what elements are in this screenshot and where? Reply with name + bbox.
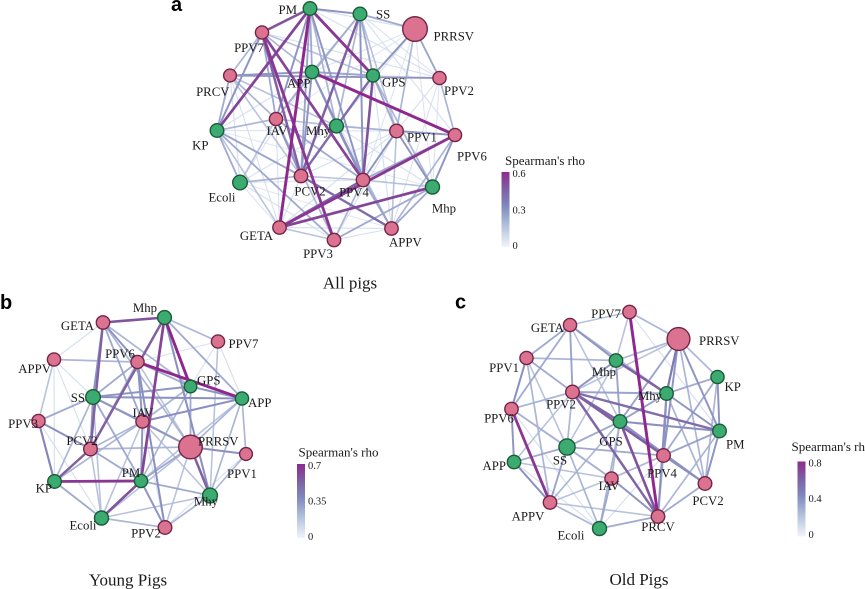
svg-text:GETA: GETA <box>531 321 565 335</box>
svg-text:Old Pigs: Old Pigs <box>609 570 668 589</box>
svg-text:PRRSV: PRRSV <box>198 435 239 449</box>
svg-text:PPV7: PPV7 <box>591 307 621 321</box>
svg-text:PM: PM <box>122 466 141 480</box>
svg-text:PPV4: PPV4 <box>339 186 369 200</box>
svg-text:Ecoli: Ecoli <box>557 529 584 543</box>
svg-text:IAV: IAV <box>598 479 620 493</box>
svg-text:PPV3: PPV3 <box>303 247 333 261</box>
svg-text:PRCV: PRCV <box>196 85 230 99</box>
svg-text:KP: KP <box>36 482 52 496</box>
svg-text:APP: APP <box>287 77 310 91</box>
svg-text:SS: SS <box>376 8 390 22</box>
svg-text:PPV6: PPV6 <box>457 150 487 164</box>
svg-text:PPV1: PPV1 <box>227 467 257 481</box>
svg-text:PPV2: PPV2 <box>546 398 576 412</box>
svg-text:KP: KP <box>192 139 208 153</box>
svg-text:Mhp: Mhp <box>432 202 456 216</box>
svg-text:0.35: 0.35 <box>308 497 326 508</box>
svg-text:SS: SS <box>71 391 85 405</box>
svg-text:PPV2: PPV2 <box>444 84 474 98</box>
svg-text:0: 0 <box>513 241 518 252</box>
svg-text:PRCV: PRCV <box>641 520 675 534</box>
svg-text:PPV1: PPV1 <box>489 361 519 375</box>
svg-text:PPV6: PPV6 <box>105 347 135 361</box>
svg-text:Mhy: Mhy <box>638 389 663 403</box>
svg-text:0.8: 0.8 <box>809 459 822 470</box>
svg-text:PRRSV: PRRSV <box>699 334 740 348</box>
svg-text:0: 0 <box>809 530 814 541</box>
svg-text:GPS: GPS <box>197 374 220 388</box>
svg-text:PPV7: PPV7 <box>234 41 264 55</box>
svg-text:SS: SS <box>553 454 567 468</box>
svg-text:APPV: APPV <box>18 362 51 376</box>
svg-text:0.3: 0.3 <box>513 206 526 217</box>
svg-text:PCV2: PCV2 <box>66 434 97 448</box>
svg-text:APPV: APPV <box>512 510 545 524</box>
svg-text:0.4: 0.4 <box>809 494 823 505</box>
svg-text:Mhy: Mhy <box>306 124 331 138</box>
svg-text:Ecoli: Ecoli <box>208 191 235 205</box>
svg-text:PCV2: PCV2 <box>294 185 325 199</box>
svg-text:GETA: GETA <box>61 319 95 333</box>
svg-text:GETA: GETA <box>240 229 274 243</box>
svg-text:c: c <box>455 292 466 314</box>
svg-text:KP: KP <box>725 380 741 394</box>
svg-text:All pigs: All pigs <box>323 274 377 293</box>
svg-text:PPV7: PPV7 <box>229 337 259 351</box>
svg-text:Mhp: Mhp <box>133 301 157 315</box>
svg-text:GPS: GPS <box>599 435 622 449</box>
svg-text:APP: APP <box>483 459 506 473</box>
svg-text:PCV2: PCV2 <box>692 494 723 508</box>
svg-text:Spearman's rho: Spearman's rho <box>299 445 379 460</box>
svg-text:PPV2: PPV2 <box>131 527 161 541</box>
svg-text:Mhy: Mhy <box>194 495 219 509</box>
svg-text:PM: PM <box>279 3 298 17</box>
svg-text:GPS: GPS <box>382 76 405 90</box>
svg-text:APPV: APPV <box>389 236 422 250</box>
svg-text:0: 0 <box>308 532 313 543</box>
svg-text:Mhp: Mhp <box>592 365 616 379</box>
svg-text:b: b <box>0 292 12 314</box>
svg-text:IAV: IAV <box>132 406 154 420</box>
svg-text:Ecoli: Ecoli <box>69 519 96 533</box>
svg-text:a: a <box>171 0 183 16</box>
svg-text:PPV6: PPV6 <box>484 412 514 426</box>
svg-text:PRRSV: PRRSV <box>434 30 475 44</box>
svg-text:APP: APP <box>248 396 271 410</box>
svg-text:IAV: IAV <box>266 124 288 138</box>
svg-text:0.7: 0.7 <box>308 461 321 472</box>
svg-text:PM: PM <box>726 438 745 452</box>
svg-text:PPV4: PPV4 <box>647 467 677 481</box>
svg-text:Spearman's rho: Spearman's rho <box>792 439 865 454</box>
svg-text:Spearman's rho: Spearman's rho <box>505 153 585 168</box>
svg-text:PPV3: PPV3 <box>8 417 38 431</box>
svg-text:0.6: 0.6 <box>513 169 526 180</box>
svg-text:Young Pigs: Young Pigs <box>89 571 167 589</box>
svg-text:PPV1: PPV1 <box>407 131 437 145</box>
